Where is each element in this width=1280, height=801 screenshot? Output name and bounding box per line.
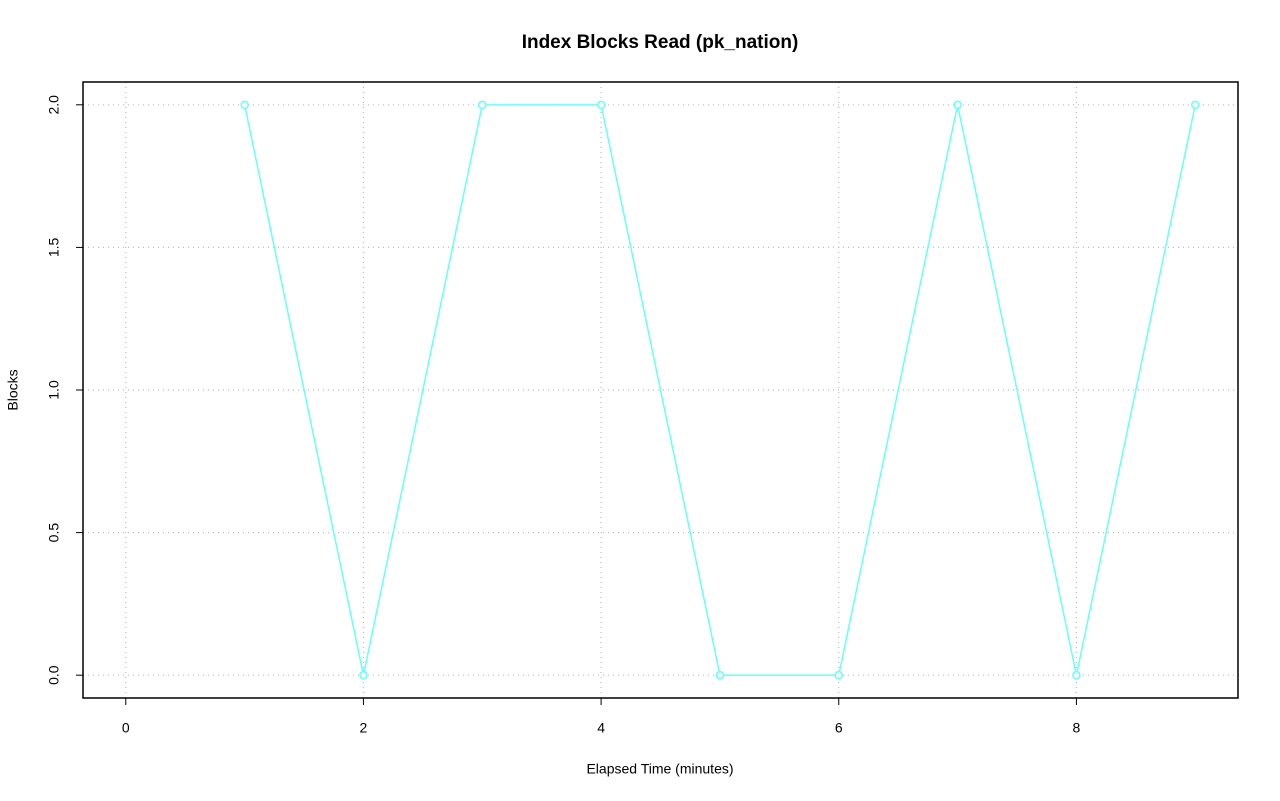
- point: [834, 670, 843, 680]
- point: [1072, 670, 1081, 680]
- y-tick-label: 0.0: [46, 665, 62, 685]
- x-tick-label: 2: [360, 720, 368, 736]
- y-axis-label: Blocks: [5, 369, 21, 410]
- x-axis-label: Elapsed Time (minutes): [586, 761, 733, 777]
- x-tick-label: 6: [835, 720, 843, 736]
- chart-title: Index Blocks Read (pk_nation): [522, 32, 799, 53]
- point: [478, 100, 487, 110]
- x-tick-label: 8: [1072, 720, 1080, 736]
- plot-frame: [82, 81, 1239, 699]
- y-tick-label: 1.0: [46, 380, 62, 400]
- point: [1190, 100, 1200, 110]
- point: [953, 100, 962, 110]
- x-tick-label: 4: [597, 720, 605, 736]
- y-tick-label: 1.5: [46, 237, 62, 257]
- point: [596, 100, 606, 110]
- x-tick-label: 0: [122, 720, 130, 736]
- y-tick-label: 2.0: [46, 95, 62, 115]
- point: [240, 100, 249, 110]
- y-tick-label: 0.5: [46, 523, 62, 543]
- point: [359, 670, 368, 680]
- point: [715, 670, 725, 680]
